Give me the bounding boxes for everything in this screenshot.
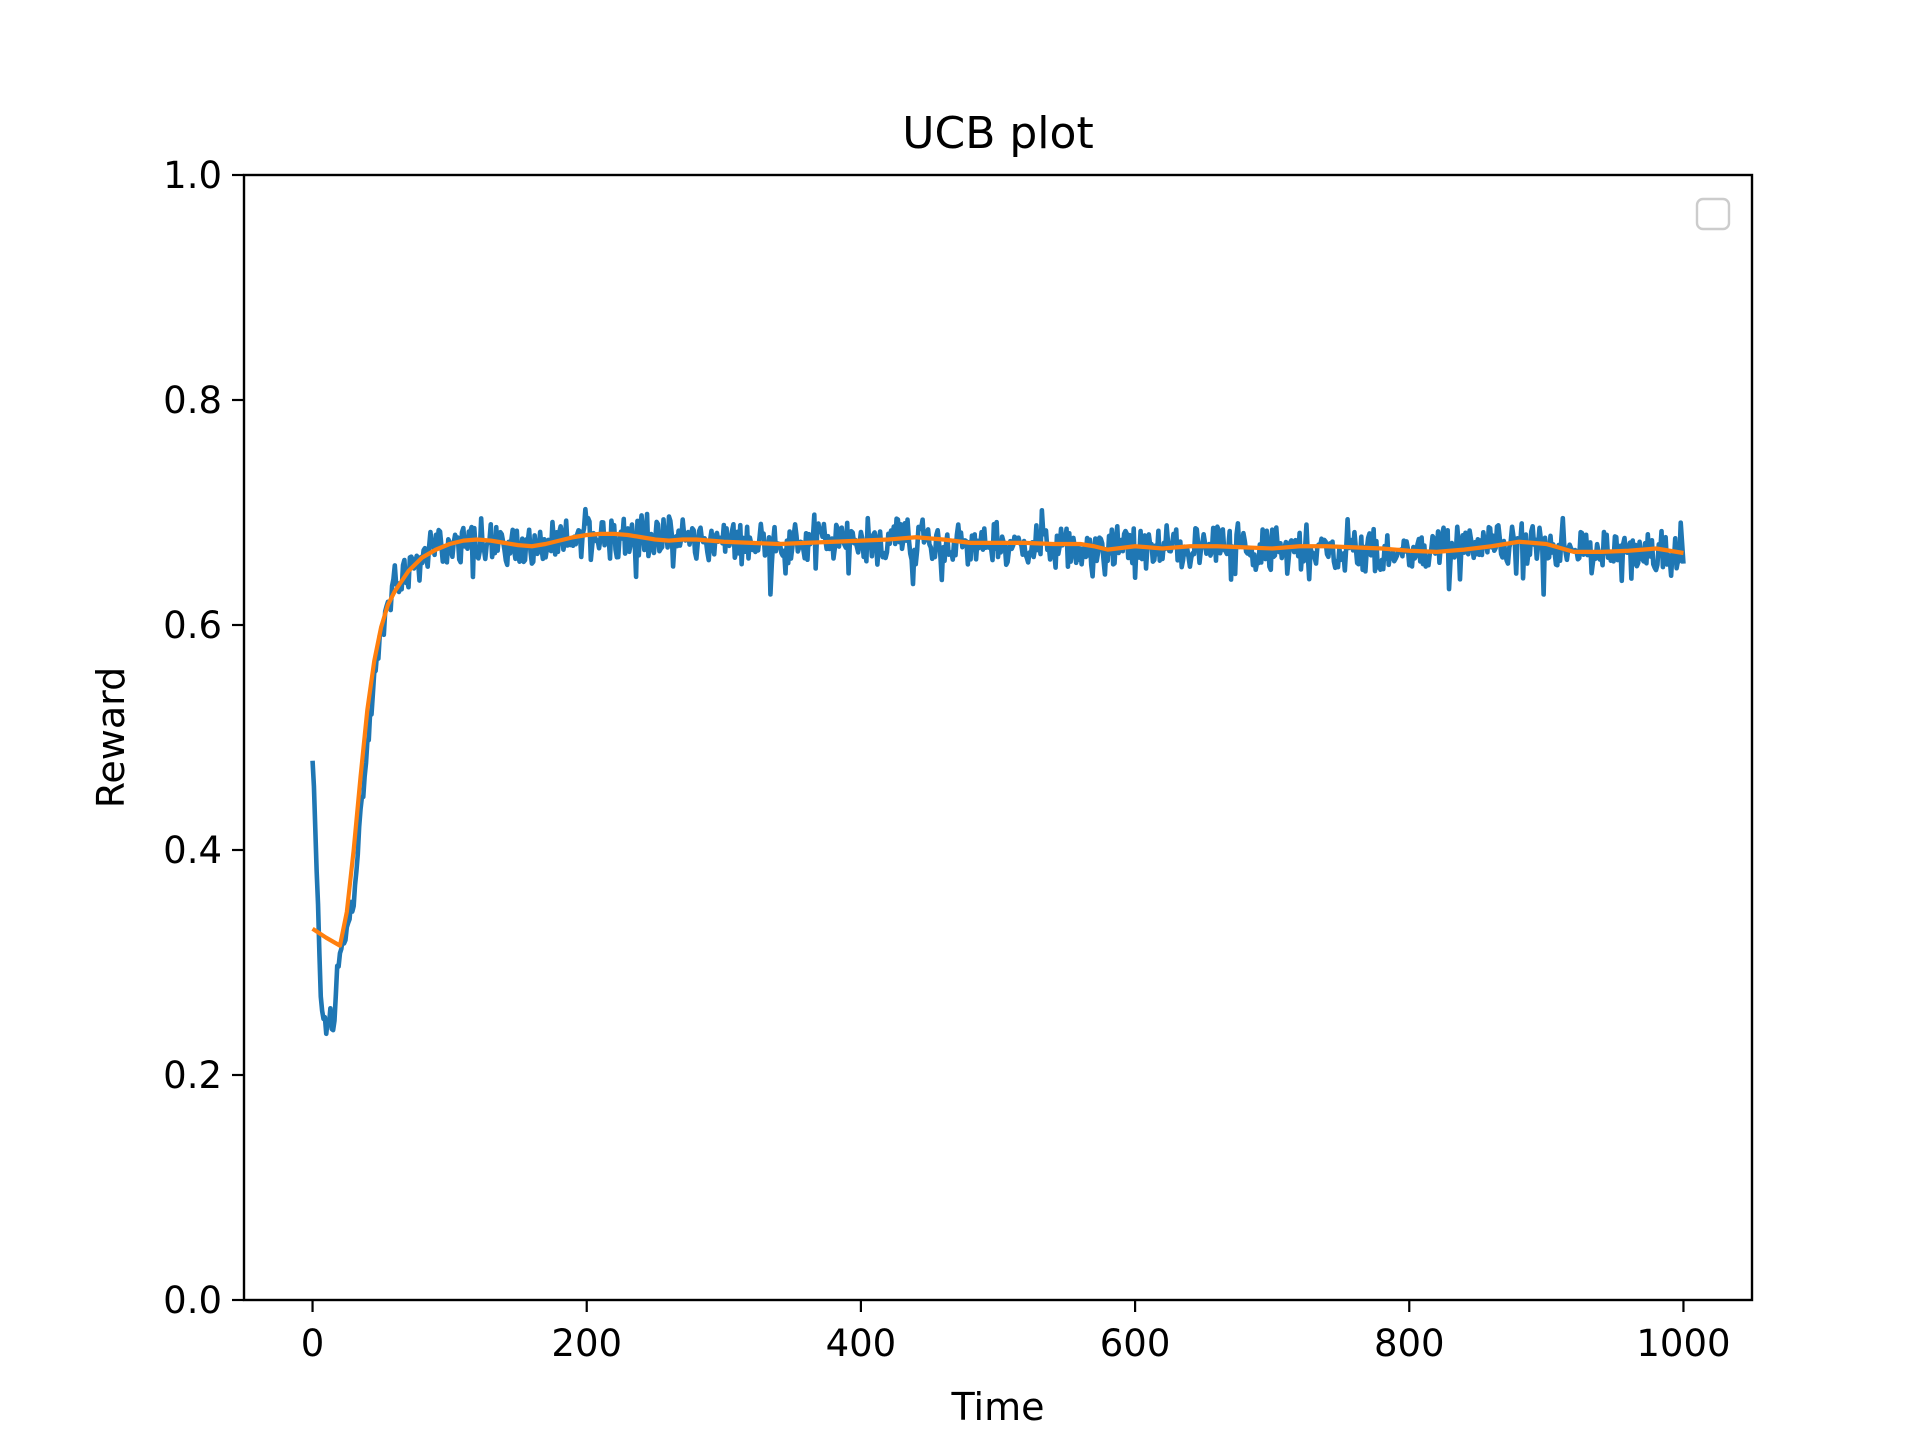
- x-axis-label: Time: [951, 1385, 1045, 1429]
- y-tick-label: 0.4: [163, 829, 222, 872]
- y-tick-label: 0.2: [163, 1054, 222, 1097]
- y-tick-label: 1.0: [163, 154, 222, 197]
- axes-frame: [242, 173, 1754, 1302]
- chart-title: UCB plot: [902, 108, 1093, 159]
- x-tick-label: 1000: [1636, 1322, 1730, 1365]
- x-tick-label: 400: [826, 1322, 897, 1365]
- y-ticks: 0.0 0.2 0.4 0.6 0.8 1.0: [163, 154, 244, 1322]
- x-tick-label: 600: [1100, 1322, 1171, 1365]
- x-ticks: 0 200 400 600 800 1000: [301, 1300, 1731, 1365]
- series-layer: [310, 506, 1686, 1037]
- x-tick-label: 800: [1374, 1322, 1445, 1365]
- x-tick-label: 0: [301, 1322, 325, 1365]
- legend-box: [1695, 197, 1731, 231]
- y-axis-label: Reward: [89, 667, 133, 809]
- y-tick-label: 0.6: [163, 604, 222, 647]
- x-tick-label: 200: [551, 1322, 622, 1365]
- series-line-smoothed: [311, 531, 1684, 948]
- y-tick-label: 0.8: [163, 379, 222, 422]
- y-tick-label: 0.0: [163, 1279, 222, 1322]
